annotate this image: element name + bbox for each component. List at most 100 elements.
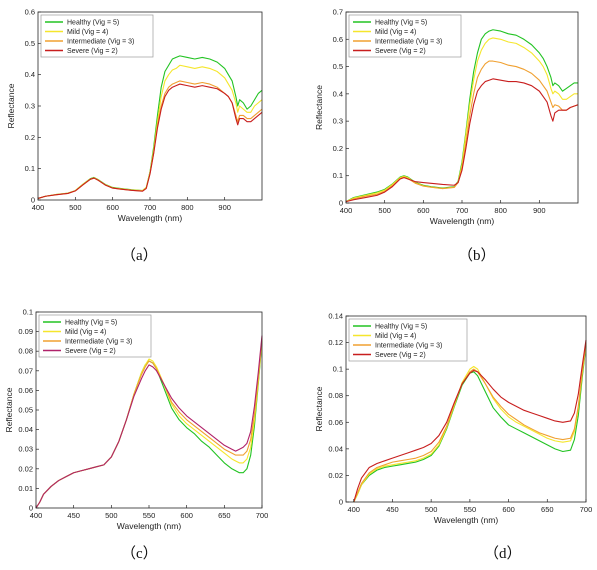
y-tick-label: 0.08 [18, 347, 33, 356]
chart-panel-c: 400 450 500 550 600 650 700 0 0.01 0.02 0.03 0.04 0.… [4, 308, 269, 532]
legend-label: Healthy (Vig = 5) [375, 324, 427, 331]
y-tick-label: 0.06 [18, 386, 33, 395]
y-tick-label: 0.6 [333, 35, 343, 44]
legend-label: Mild (Vig = 4) [67, 29, 108, 36]
series-line-a-0 [37, 55, 263, 199]
series-line-b-3 [345, 78, 579, 203]
y-tick-label: 0.2 [25, 133, 35, 142]
y-tick-label: 0.7 [333, 8, 343, 17]
x-axis-title: Wavelength (nm) [118, 213, 183, 223]
y-tick-label: 0.1 [25, 164, 35, 173]
y-axis-title: Reflectance [4, 387, 14, 432]
x-tick-label: 500 [378, 206, 391, 215]
x-tick-label: 800 [181, 203, 194, 212]
y-tick-label: 0.1 [23, 308, 33, 317]
y-tick-label: 0.05 [18, 406, 33, 415]
chart-panel-d: 400 450 500 550 600 650 700 0 0.02 0.04 0.06 0.08 0.… [314, 312, 593, 526]
x-tick-label: 650 [218, 511, 231, 520]
y-tick-label: 0.04 [328, 444, 343, 453]
y-tick-label: 0.1 [333, 171, 343, 180]
series-line-d-3 [353, 339, 587, 503]
chart-panel-b: 400 500 600 700 800 900 0 0.1 0.2 0.3 0.4 0.5 0.6 0.7… [314, 8, 579, 226]
x-tick-label: 650 [541, 505, 554, 514]
legend-label: Severe (Vig = 2) [67, 48, 118, 55]
y-tick-label: 0.3 [333, 117, 343, 126]
y-tick-label: 0.3 [25, 102, 35, 111]
legend-label: Intermediate (Vig = 3) [375, 343, 442, 350]
x-tick-label: 600 [502, 505, 515, 514]
series-line-c-0 [35, 341, 263, 509]
legend-label: Intermediate (Vig = 3) [375, 39, 442, 46]
x-tick-label: 400 [30, 511, 43, 520]
legend-label: Healthy (Vig = 5) [67, 20, 119, 27]
legend-label: Mild (Vig = 4) [375, 333, 416, 340]
y-tick-label: 0 [339, 498, 343, 507]
x-tick-label: 900 [533, 206, 546, 215]
legend-label: Severe (Vig = 2) [65, 348, 116, 355]
x-tick-label: 450 [386, 505, 399, 514]
y-tick-label: 0.03 [18, 445, 33, 454]
y-tick-label: 0.04 [18, 425, 33, 434]
x-tick-label: 700 [456, 206, 469, 215]
legend-label: Intermediate (Vig = 3) [65, 339, 132, 346]
x-tick-label: 400 [347, 505, 360, 514]
y-tick-label: 0.5 [25, 39, 35, 48]
x-tick-label: 500 [425, 505, 438, 514]
y-tick-label: 0.12 [328, 338, 343, 347]
legend-label: Healthy (Vig = 5) [65, 320, 117, 327]
y-tick-label: 0.4 [333, 89, 343, 98]
x-tick-label: 450 [67, 511, 80, 520]
legend-label: Mild (Vig = 4) [375, 29, 416, 36]
caption-a: （a） [121, 248, 158, 264]
x-tick-label: 600 [106, 203, 119, 212]
x-axis-title: Wavelength (nm) [117, 521, 182, 531]
y-tick-label: 0 [29, 504, 33, 513]
series-line-b-1 [345, 37, 578, 203]
plot-frame [345, 315, 587, 503]
x-tick-label: 550 [143, 511, 156, 520]
y-tick-label: 0.4 [25, 70, 35, 79]
y-tick-label: 0.14 [328, 312, 343, 321]
y-tick-label: 0.5 [333, 62, 343, 71]
legend: Healthy (Vig = 5) Mild (Vig = 4) Intermedi… [38, 314, 152, 358]
y-tick-label: 0.02 [328, 471, 343, 480]
x-tick-label: 700 [256, 511, 269, 520]
y-tick-label: 0.09 [18, 327, 33, 336]
series-line-c-3 [35, 335, 263, 509]
y-tick-label: 0.2 [333, 144, 343, 153]
y-tick-label: 0 [339, 199, 343, 208]
caption-b: （b） [458, 248, 496, 264]
legend: Healthy (Vig = 5) Mild (Vig = 4) Intermedi… [348, 318, 468, 362]
series-line-b-2 [345, 60, 579, 203]
legend-label: Intermediate (Vig = 3) [67, 39, 134, 46]
x-tick-label: 500 [105, 511, 118, 520]
y-tick-label: 0.02 [18, 464, 33, 473]
series-line-d-0 [353, 345, 587, 503]
y-tick-label: 0.1 [333, 365, 343, 374]
x-axis-title: Wavelength (nm) [430, 216, 495, 226]
x-tick-label: 800 [494, 206, 507, 215]
legend: Healthy (Vig = 5) Mild (Vig = 4) Intermedi… [40, 14, 154, 58]
legend-label: Severe (Vig = 2) [375, 352, 426, 359]
legend-label: Mild (Vig = 4) [65, 329, 106, 336]
caption-c: （c） [121, 546, 158, 562]
x-axis-title: Wavelength (nm) [434, 515, 499, 525]
x-tick-label: 700 [144, 203, 157, 212]
x-tick-label: 700 [580, 505, 593, 514]
y-axis-title: Reflectance [314, 85, 324, 130]
x-tick-label: 550 [464, 505, 477, 514]
series-line-a-2 [37, 80, 263, 199]
series-line-d-1 [353, 343, 587, 503]
x-tick-label: 600 [180, 511, 193, 520]
y-axis-title: Reflectance [314, 386, 324, 431]
x-tick-label: 400 [32, 203, 45, 212]
x-tick-label: 600 [417, 206, 430, 215]
series-line-a-1 [37, 64, 263, 199]
x-tick-label: 500 [69, 203, 82, 212]
y-tick-label: 0.6 [25, 8, 35, 17]
chart-panel-a: 400 500 600 700 800 900 0 0.1 0.2 0.3 0.4 0.5 0.6 Wav… [6, 8, 263, 223]
y-tick-label: 0.07 [18, 366, 33, 375]
y-tick-label: 0.08 [328, 391, 343, 400]
y-tick-label: 0.01 [18, 484, 33, 493]
